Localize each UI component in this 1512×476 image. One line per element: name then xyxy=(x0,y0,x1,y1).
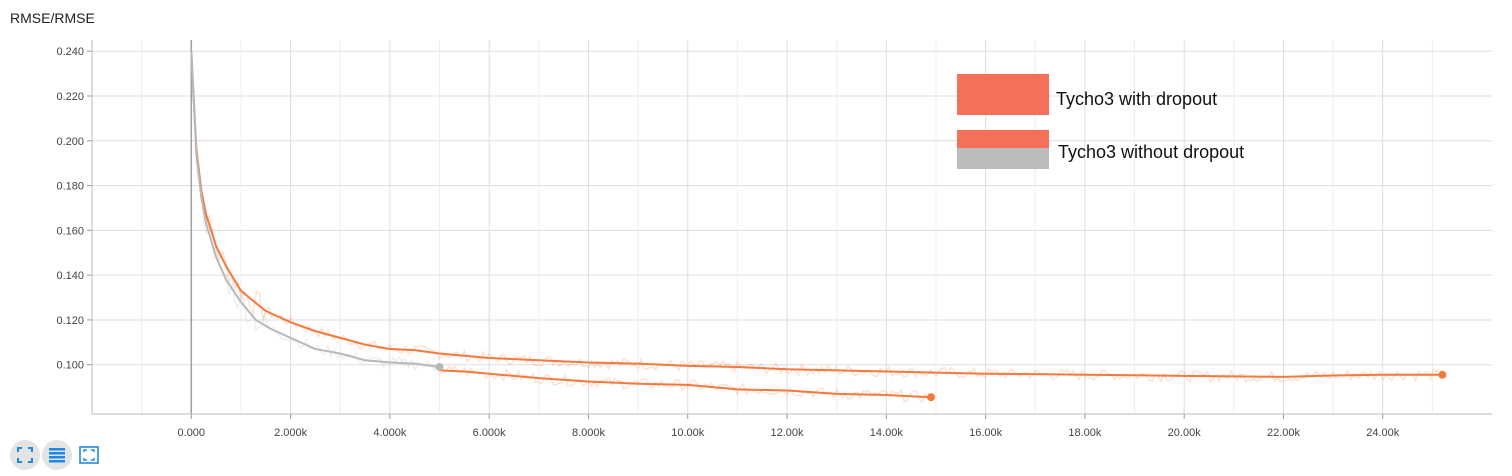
y-tick-label: 0.200 xyxy=(56,136,84,148)
y-tick-label: 0.220 xyxy=(56,91,84,103)
raw-series-line xyxy=(190,46,437,372)
series-line xyxy=(190,51,1443,378)
x-tick-label: 16.00k xyxy=(969,427,1003,439)
raw-series-lines xyxy=(190,46,1440,403)
y-tick-label: 0.180 xyxy=(56,181,84,193)
fullscreen-icon xyxy=(17,447,33,463)
x-tick-label: 14.00k xyxy=(870,427,904,439)
legend: Tycho3 with dropout Tycho3 without dropou… xyxy=(957,74,1244,169)
y-tick-label: 0.120 xyxy=(56,315,84,327)
legend-label-with-dropout: Tycho3 with dropout xyxy=(1056,89,1217,109)
chart-title: RMSE/RMSE xyxy=(10,10,95,26)
axes: 0.100 0.120 0.140 0.160 0.180 0.200 0.220 0.240… xyxy=(56,40,1492,439)
series-endpoint xyxy=(435,362,444,371)
line-chart: 0.100 0.120 0.140 0.160 0.180 0.200 0.220 0.240… xyxy=(56,40,1492,439)
legend-label-without-dropout: Tycho3 without dropout xyxy=(1058,142,1244,162)
x-tick-label: 10.00k xyxy=(671,427,705,439)
chart-toolbar xyxy=(10,440,104,470)
x-tick-label: 4.000k xyxy=(373,427,407,439)
series-line xyxy=(439,369,932,399)
legend-swatch-without-dropout-bottom xyxy=(957,148,1049,169)
y-tick-label: 0.240 xyxy=(56,46,84,58)
grid xyxy=(92,40,1492,414)
y-tick-label: 0.160 xyxy=(56,225,84,237)
x-tick-label: 6.000k xyxy=(473,427,507,439)
legend-swatch-without-dropout-top xyxy=(957,130,1049,150)
series-line xyxy=(190,51,440,368)
fit-domain-icon xyxy=(79,446,99,464)
series-endpoint xyxy=(1438,370,1447,379)
raw-series-line xyxy=(190,51,1440,384)
series-lines xyxy=(190,51,1447,402)
series-endpoint xyxy=(927,393,936,402)
x-tick-label: 24.00k xyxy=(1366,427,1400,439)
x-tick-label: 18.00k xyxy=(1068,427,1102,439)
x-tick-label: 0.000 xyxy=(178,427,206,439)
fullscreen-button[interactable] xyxy=(10,440,40,470)
x-tick-label: 22.00k xyxy=(1267,427,1301,439)
fit-domain-button[interactable] xyxy=(74,440,104,470)
toggle-log-scale-button[interactable] xyxy=(42,440,72,470)
x-tick-label: 8.000k xyxy=(572,427,606,439)
legend-swatch-with-dropout xyxy=(957,74,1049,115)
y-tick-label: 0.140 xyxy=(56,270,84,282)
x-tick-label: 12.00k xyxy=(771,427,805,439)
y-tick-label: 0.100 xyxy=(56,360,84,372)
x-tick-label: 2.000k xyxy=(274,427,308,439)
x-tick-label: 20.00k xyxy=(1168,427,1202,439)
list-icon xyxy=(49,448,65,463)
